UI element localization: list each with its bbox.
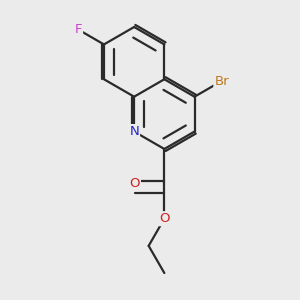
Text: O: O: [130, 177, 140, 190]
Text: F: F: [75, 23, 82, 36]
Text: N: N: [129, 125, 139, 138]
Text: O: O: [159, 212, 169, 225]
Text: Br: Br: [214, 74, 229, 88]
